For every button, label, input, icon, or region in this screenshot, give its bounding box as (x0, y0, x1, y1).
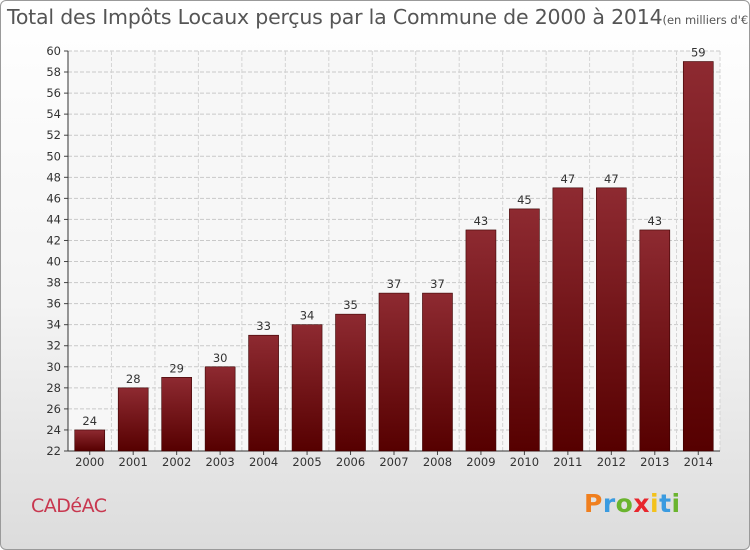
bar (596, 187, 627, 452)
y-tick-label: 60 (46, 44, 61, 58)
bar (509, 208, 540, 452)
bar (639, 229, 671, 452)
bar (161, 377, 192, 452)
x-tick-label: 2010 (510, 455, 539, 469)
bar (422, 292, 453, 452)
bar (291, 324, 323, 452)
x-tick-label: 2002 (162, 455, 191, 469)
y-tick-label: 32 (46, 339, 61, 353)
bar-value-label: 43 (647, 214, 662, 228)
y-tick-label: 28 (46, 381, 61, 395)
logo-letter: o (615, 489, 634, 518)
y-tick-label: 56 (46, 86, 61, 100)
bar-value-label: 35 (343, 298, 358, 312)
bar-value-label: 47 (561, 172, 576, 186)
proxiti-logo: Proxiti (584, 489, 681, 518)
x-tick-label: 2003 (205, 455, 234, 469)
commune-name: CADéAC (31, 495, 107, 517)
x-tick-label: 2012 (597, 455, 626, 469)
x-tick-label: 2014 (684, 455, 713, 469)
y-tick-label: 26 (46, 402, 61, 416)
x-tick-label: 2000 (75, 455, 104, 469)
y-tick-label: 38 (46, 276, 61, 290)
bar (335, 313, 366, 452)
x-tick-label: 2013 (640, 455, 669, 469)
y-tick-label: 52 (46, 128, 61, 142)
bar-value-label: 37 (430, 277, 445, 291)
bar-value-label: 34 (300, 309, 315, 323)
bars (74, 61, 714, 452)
x-tick-label: 2009 (466, 455, 495, 469)
chart-title-text: Total des Impôts Locaux perçus par la Co… (7, 5, 663, 29)
bar (465, 229, 497, 452)
y-tick-label: 46 (46, 191, 61, 205)
x-tick-label: 2008 (423, 455, 452, 469)
x-tick-label: 2001 (119, 455, 148, 469)
bar (378, 292, 410, 452)
y-tick-label: 50 (46, 149, 61, 163)
logo-letter: t (659, 489, 672, 518)
bar (682, 61, 714, 452)
bar-value-label: 59 (691, 46, 706, 60)
y-tick-label: 54 (46, 107, 61, 121)
logo-letter: i (671, 489, 681, 518)
y-tick-label: 44 (46, 212, 61, 226)
y-tick-label: 34 (46, 318, 61, 332)
x-tick-label: 2011 (553, 455, 582, 469)
bar (204, 366, 236, 452)
bar (74, 429, 106, 452)
bar-value-label: 37 (387, 277, 402, 291)
bar-value-label: 24 (82, 414, 97, 428)
y-tick-label: 48 (46, 170, 61, 184)
logo-letter: i (650, 489, 660, 518)
bar-value-label: 29 (169, 361, 184, 375)
x-tick-label: 2006 (336, 455, 365, 469)
x-tick-label: 2005 (292, 455, 321, 469)
y-tick-label: 58 (46, 65, 61, 79)
bar-value-label: 43 (474, 214, 489, 228)
y-tick-label: 40 (46, 255, 61, 269)
y-tick-label: 24 (46, 423, 61, 437)
y-tick-label: 30 (46, 360, 61, 374)
labels: 22 24 26 28 30 32 34 36 38 40 42 44 46 48 50 52 54 56 58 60… (46, 44, 713, 469)
chart-title-unit: (en milliers d'€) (662, 13, 750, 27)
x-tick-label: 2007 (379, 455, 408, 469)
y-tick-label: 36 (46, 297, 61, 311)
bar (552, 187, 584, 452)
bar (117, 387, 149, 452)
logo-letter: x (633, 489, 650, 518)
bar-value-label: 45 (517, 193, 532, 207)
y-tick-label: 22 (46, 444, 61, 458)
logo-letter: P (584, 489, 603, 518)
chart-title: Total des Impôts Locaux perçus par la Co… (7, 5, 750, 29)
bar (248, 334, 279, 452)
bar-value-label: 47 (604, 172, 619, 186)
bar-value-label: 30 (213, 351, 228, 365)
bar-value-label: 28 (126, 372, 141, 386)
bar-value-label: 33 (256, 319, 271, 333)
x-tick-label: 2004 (249, 455, 278, 469)
logo-letter: r (602, 489, 616, 518)
y-tick-label: 42 (46, 233, 61, 247)
